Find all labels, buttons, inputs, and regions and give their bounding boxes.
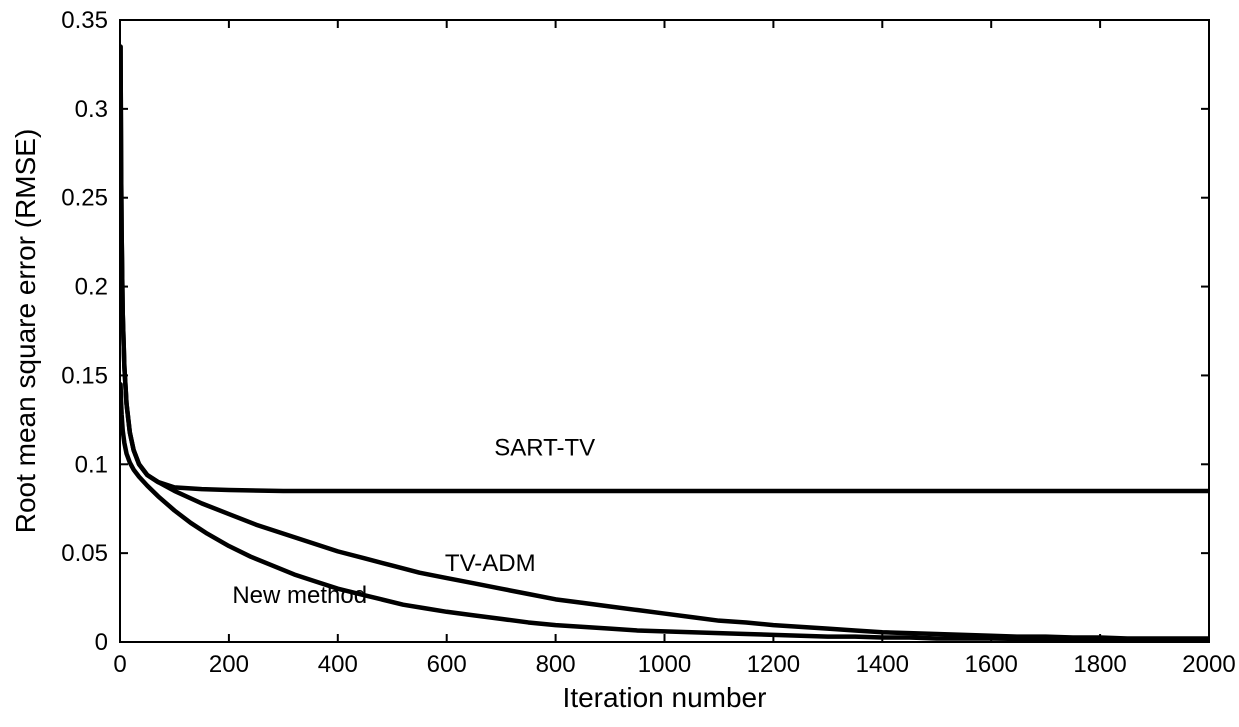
x-tick-label: 200 [209,651,249,678]
rmse-chart: 0 200 400 600 800 1000 1200 1400 1600 1800 2000 0 0.… [0,0,1239,727]
y-tick-label: 0.1 [75,451,108,478]
y-tick-label: 0 [95,629,108,656]
series-label: SART-TV [494,434,595,461]
x-tick-label: 1400 [856,651,909,678]
x-tick-label: 800 [536,651,576,678]
series-label: New method [232,582,367,609]
x-tick-label: 1000 [638,651,691,678]
x-tick-label: 0 [113,651,126,678]
series-label: TV-ADM [445,550,536,577]
x-axis-label: Iteration number [563,682,767,713]
y-tick-label: 0.35 [61,7,108,34]
plot-box [120,20,1209,642]
x-tick-label: 600 [427,651,467,678]
y-axis-label: Root mean square error (RMSE) [10,129,41,534]
series-line [121,47,1209,639]
y-tick-label: 0.05 [61,540,108,567]
y-tick-label: 0.25 [61,185,108,212]
x-tick-label: 400 [318,651,358,678]
x-tick-label: 1800 [1073,651,1126,678]
y-tick-label: 0.15 [61,362,108,389]
series-line [121,47,1209,491]
x-tick-label: 1200 [747,651,800,678]
x-tick-label: 2000 [1182,651,1235,678]
y-tick-label: 0.3 [75,96,108,123]
plot-area [121,47,1209,640]
x-tick-label: 1600 [965,651,1018,678]
y-tick-label: 0.2 [75,274,108,301]
